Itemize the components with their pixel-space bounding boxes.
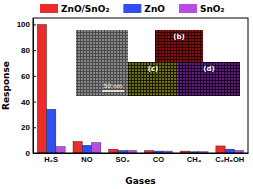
x-axis-line — [34, 153, 249, 154]
y-tick-mark — [33, 76, 36, 77]
y-tick-label: 40 — [21, 98, 30, 107]
legend-swatch — [40, 4, 58, 13]
x-tick-label: C₂H₅OH — [215, 155, 244, 164]
y-tick-label: 0 — [26, 149, 31, 158]
x-tick-label: CO — [153, 155, 164, 164]
y-tick-label: 60 — [21, 72, 30, 81]
bar — [92, 143, 101, 153]
y-tick-mark — [33, 127, 36, 128]
legend-swatch — [179, 4, 197, 13]
annotation: (d) — [203, 65, 214, 73]
bar — [216, 146, 225, 153]
inset-panel — [76, 30, 128, 96]
x-tick: NO — [81, 155, 92, 164]
x-tick-label: NO — [81, 155, 92, 164]
legend-label: ZnO/SnO₂ — [61, 4, 109, 14]
annotation: 50 nm — [103, 82, 122, 89]
x-tick: SO₂ — [116, 155, 130, 164]
x-tick-label: H₂S — [44, 155, 58, 164]
inset-panel — [155, 30, 203, 62]
y-tick-mark — [33, 24, 36, 25]
y-tick: 20 — [21, 123, 36, 132]
bar — [109, 149, 118, 153]
legend-swatch — [123, 4, 141, 13]
y-axis-line — [33, 19, 34, 154]
x-tick: CO — [153, 155, 164, 164]
inset: 50 nm (b) (c) (d) — [76, 30, 240, 96]
y-axis: 0 20 40 60 80 100 — [17, 19, 36, 159]
legend-label: SnO₂ — [200, 4, 225, 14]
plot-frame — [33, 18, 248, 153]
x-tick: CH₄ — [187, 155, 202, 164]
legend-label: ZnO — [144, 4, 165, 14]
y-tick-mark — [33, 102, 36, 103]
x-tick: H₂S — [44, 155, 58, 164]
y-tick-label: 20 — [21, 123, 30, 132]
y-tick: 100 — [17, 20, 36, 29]
inset-panel — [178, 62, 240, 96]
y-axis-title: Response — [1, 61, 11, 110]
x-axis-title: Gases — [125, 176, 155, 186]
x-tick-label: CH₄ — [187, 155, 202, 164]
y-tick-label: 100 — [17, 20, 31, 29]
y-tick: 40 — [21, 98, 36, 107]
y-tick: 80 — [21, 46, 36, 55]
inset-panel — [128, 62, 178, 96]
bar — [56, 147, 65, 153]
x-tick: C₂H₅OH — [215, 155, 244, 164]
chart: 0 20 40 60 80 100 H₂S NO SO₂ CO CH₄ C₂H₅OH Gases Resp… — [0, 0, 253, 189]
bar — [37, 24, 46, 153]
y-tick-label: 80 — [21, 46, 30, 55]
y-tick: 60 — [21, 72, 36, 81]
annotation: (b) — [173, 33, 184, 41]
scale-bar — [102, 90, 124, 92]
bar — [73, 141, 82, 153]
bar — [82, 145, 91, 153]
x-tick-label: SO₂ — [116, 155, 130, 164]
legend: ZnO/SnO₂ ZnO SnO₂ — [40, 4, 224, 14]
bar — [47, 109, 56, 153]
bars — [37, 24, 243, 153]
annotation: (c) — [148, 65, 159, 73]
x-axis: H₂S NO SO₂ CO CH₄ C₂H₅OH — [34, 154, 249, 165]
bar — [225, 149, 234, 153]
y-tick-mark — [33, 50, 36, 51]
